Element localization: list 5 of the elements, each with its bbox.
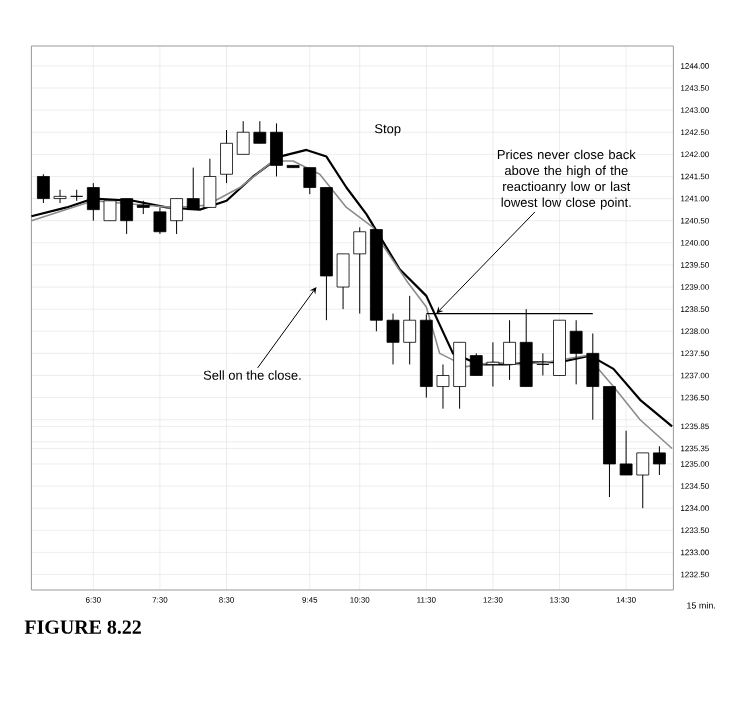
candlestick	[220, 129, 233, 184]
candlestick	[653, 445, 666, 476]
candlestick	[536, 352, 550, 376]
candlestick	[70, 189, 84, 202]
caption: FIGURE 8.22	[24, 620, 141, 634]
